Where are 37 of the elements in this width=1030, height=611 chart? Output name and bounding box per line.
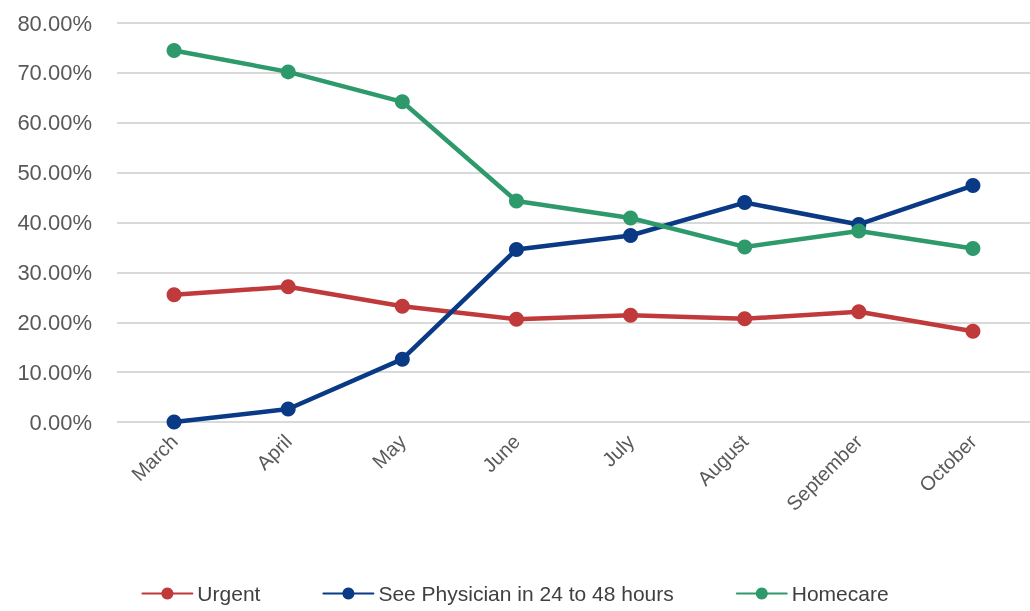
point — [623, 210, 639, 226]
point — [623, 227, 639, 243]
y-tick-label: 60.00% — [17, 110, 92, 136]
y-tick-label: 40.00% — [17, 210, 92, 235]
point — [508, 311, 524, 327]
point — [394, 298, 410, 314]
point — [394, 351, 410, 367]
point — [280, 64, 296, 80]
y-tick-label: 10.00% — [17, 359, 92, 385]
x-tick-label: May — [367, 430, 411, 473]
point — [508, 193, 524, 209]
point — [280, 401, 296, 417]
y-tick-label: 50.00% — [17, 160, 92, 186]
x-tick-label: July — [597, 430, 639, 471]
point — [851, 304, 867, 320]
y-tick-label: 70.00% — [17, 60, 92, 86]
point — [965, 323, 981, 339]
point — [623, 307, 639, 323]
legend-label: See Physician in 24 to 48 hours — [378, 582, 674, 605]
point — [166, 414, 182, 430]
point — [851, 223, 867, 239]
point — [965, 240, 981, 256]
point — [394, 94, 410, 110]
legend-label: Urgent — [197, 582, 261, 605]
legend-label: Homecare — [791, 582, 889, 605]
point — [166, 287, 182, 303]
point — [737, 195, 753, 211]
y-tick-label: 20.00% — [17, 309, 92, 335]
point — [508, 241, 524, 257]
point — [280, 279, 296, 295]
y-tick-label: 0.00% — [29, 409, 92, 435]
y-tick-label: 30.00% — [17, 259, 92, 285]
point — [737, 311, 753, 327]
point — [737, 239, 753, 255]
point — [166, 42, 182, 58]
y-tick-label: 80.00% — [17, 10, 92, 36]
point — [965, 178, 981, 194]
